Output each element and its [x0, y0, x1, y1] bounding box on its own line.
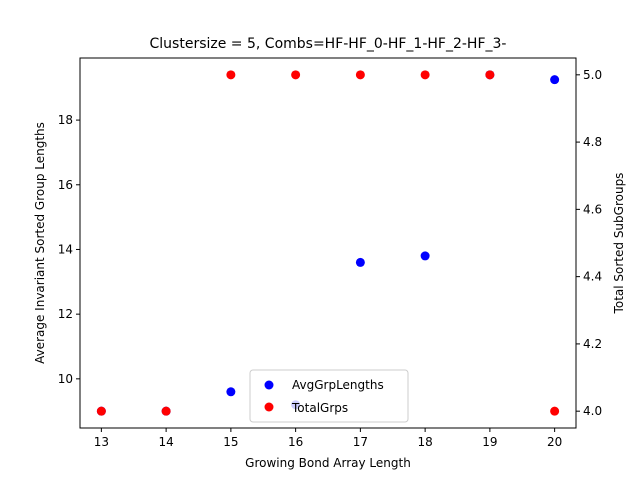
y-left-tick-label: 16	[58, 178, 73, 192]
point-avggrplengths	[550, 75, 560, 85]
point-totalgrps	[291, 70, 301, 80]
x-tick-label: 13	[94, 435, 109, 449]
y-left-axis-ticks: 10 12 14 16 18	[58, 113, 80, 386]
y-right-axis-ticks: 4.0 4.2 4.4 4.6 4.8 5.0	[576, 68, 602, 418]
y-right-tick-label: 4.0	[583, 404, 602, 418]
x-tick-label: 19	[482, 435, 497, 449]
point-avggrplengths	[226, 387, 236, 397]
x-tick-label: 20	[547, 435, 562, 449]
y-right-axis-label: Total Sorted SubGroups	[612, 173, 626, 315]
legend-label-avggrplengths: AvgGrpLengths	[292, 378, 384, 392]
point-totalgrps	[485, 70, 495, 80]
x-tick-label: 14	[158, 435, 173, 449]
y-right-tick-label: 5.0	[583, 68, 602, 82]
point-totalgrps	[550, 406, 560, 416]
data-points	[96, 70, 560, 416]
point-totalgrps	[226, 70, 236, 80]
plot-frame	[79, 57, 577, 429]
legend-marker-totalgrps	[264, 402, 274, 412]
y-left-tick-label: 18	[58, 113, 73, 127]
y-left-axis-label: Average Invariant Sorted Group Lengths	[33, 122, 47, 364]
legend-box	[249, 369, 409, 423]
x-tick-label: 17	[353, 435, 368, 449]
y-right-tick-label: 4.8	[583, 135, 602, 149]
point-totalgrps	[420, 70, 430, 80]
x-tick-label: 18	[417, 435, 432, 449]
legend: AvgGrpLengths TotalGrps	[249, 369, 409, 423]
point-totalgrps	[96, 406, 106, 416]
y-right-tick-label: 4.4	[583, 270, 602, 284]
y-left-tick-label: 14	[58, 242, 73, 256]
legend-marker-avggrplengths	[264, 380, 274, 390]
y-right-tick-label: 4.2	[583, 337, 602, 351]
y-left-tick-label: 12	[58, 307, 73, 321]
y-left-tick-label: 10	[58, 372, 73, 386]
chart-title: Clustersize = 5, Combs=HF-HF_0-HF_1-HF_2…	[150, 36, 507, 52]
x-tick-label: 16	[288, 435, 303, 449]
point-totalgrps	[355, 70, 365, 80]
x-tick-label: 15	[223, 435, 238, 449]
y-right-tick-label: 4.6	[583, 202, 602, 216]
legend-label-totalgrps: TotalGrps	[291, 401, 348, 415]
point-totalgrps	[161, 406, 171, 416]
point-avggrplengths	[420, 251, 430, 261]
x-axis-ticks: 13 14 15 16 17 18 19 20	[94, 428, 562, 449]
point-avggrplengths	[355, 257, 365, 267]
x-axis-label: Growing Bond Array Length	[245, 456, 411, 470]
